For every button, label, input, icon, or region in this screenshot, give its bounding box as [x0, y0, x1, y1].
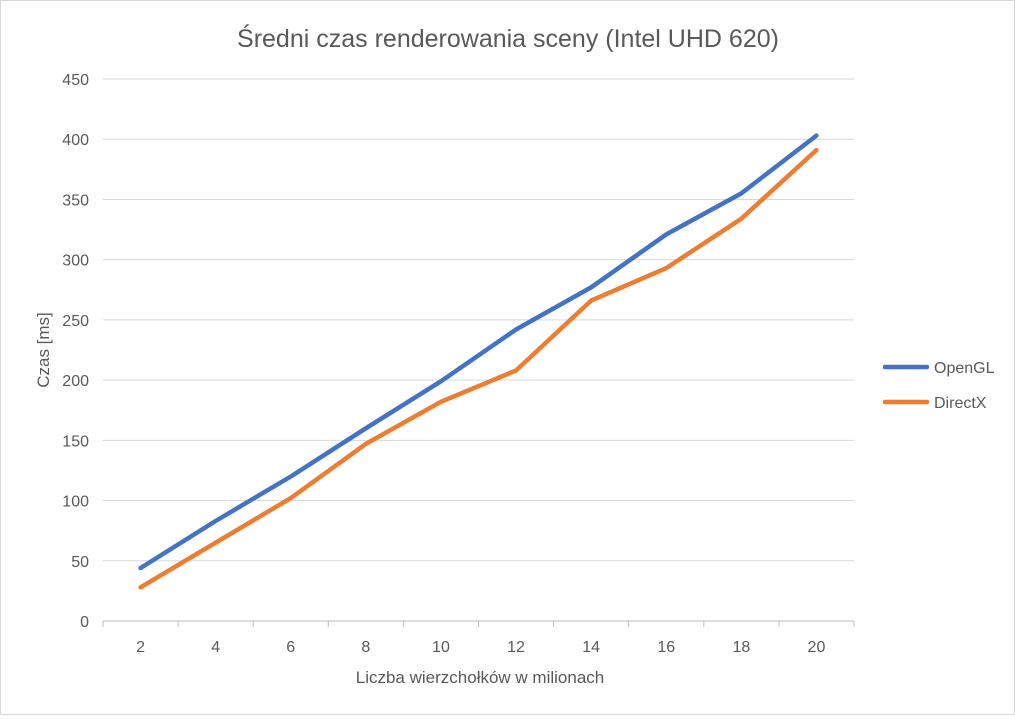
gridlines [103, 78, 854, 562]
series-lines [138, 133, 819, 590]
x-tick-label: 2 [136, 639, 145, 656]
chart-title: Średni czas renderowania sceny (Intel UH… [237, 23, 779, 53]
y-tick-label: 300 [62, 253, 89, 270]
legend: OpenGL DirectX [882, 360, 995, 412]
y-tick-label: 100 [62, 494, 89, 511]
y-tick-label: 50 [71, 554, 89, 571]
series-line-opengl [138, 133, 819, 571]
series-line-directx [138, 147, 819, 590]
y-tick-label: 250 [62, 313, 89, 330]
y-tick-label: 0 [80, 614, 89, 631]
y-tick-label: 150 [62, 433, 89, 450]
x-tick-label: 20 [808, 639, 826, 656]
y-tick-label: 200 [62, 373, 89, 390]
y-axis-tick-labels: 0 50 100 150 200 250 300 350 400 450 [62, 72, 89, 631]
x-axis-label: Liczba wierzchołków w milionach [356, 668, 604, 687]
x-tick-label: 12 [507, 639, 525, 656]
y-tick-label: 400 [62, 132, 89, 149]
x-axis-tick-labels: 2 4 6 8 10 12 14 16 18 20 [136, 639, 825, 656]
x-tick-label: 6 [286, 639, 295, 656]
axes [102, 620, 855, 627]
x-tick-label: 8 [361, 639, 370, 656]
x-tick-label: 18 [732, 639, 750, 656]
x-tick-label: 4 [211, 639, 220, 656]
legend-label-opengl: OpenGL [934, 360, 995, 377]
y-tick-label: 450 [62, 72, 89, 89]
legend-label-directx: DirectX [934, 395, 987, 412]
x-tick-label: 14 [582, 639, 600, 656]
y-axis-label: Czas [ms] [34, 312, 53, 388]
x-tick-label: 16 [657, 639, 675, 656]
x-tick-label: 10 [432, 639, 450, 656]
y-tick-label: 350 [62, 192, 89, 209]
